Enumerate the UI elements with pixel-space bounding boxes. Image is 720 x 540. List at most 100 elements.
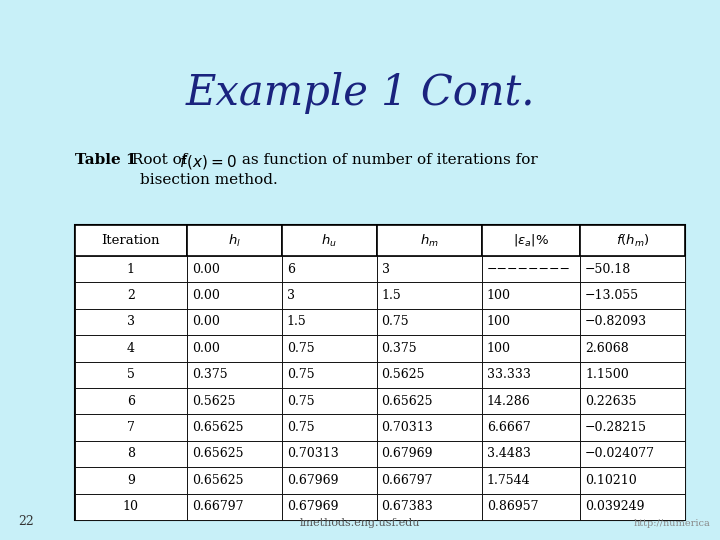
Text: 0.66797: 0.66797 [192,500,243,514]
Text: $h_l$: $h_l$ [228,232,240,248]
Bar [75,467,186,494]
Bar [75,309,186,335]
Text: 0.75: 0.75 [287,342,315,355]
Text: 1: 1 [127,262,135,276]
Bar [186,256,282,282]
Text: bisection method.: bisection method. [140,173,278,187]
Text: 0.67383: 0.67383 [382,500,433,514]
Text: 1.5: 1.5 [287,315,307,328]
Text: $h_u$: $h_u$ [321,232,337,248]
Bar [282,335,377,362]
Bar [482,414,580,441]
Text: 0.86957: 0.86957 [487,500,538,514]
Bar [377,467,482,494]
Text: 0.65625: 0.65625 [382,395,433,408]
Bar [75,494,186,520]
Bar [186,225,282,256]
Bar [580,335,685,362]
Bar [282,309,377,335]
Bar [482,388,580,414]
Text: 0.00: 0.00 [192,315,220,328]
Text: 0.66797: 0.66797 [382,474,433,487]
Text: −0.82093: −0.82093 [585,315,647,328]
Bar [282,414,377,441]
Text: −13.055: −13.055 [585,289,639,302]
Text: 6: 6 [287,262,294,276]
Bar [75,414,186,441]
Bar [186,494,282,520]
Bar [282,282,377,309]
Text: 0.67969: 0.67969 [382,448,433,461]
Text: 0.65625: 0.65625 [192,448,243,461]
Text: 0.5625: 0.5625 [382,368,425,381]
Bar [282,256,377,282]
Text: 1.5: 1.5 [382,289,401,302]
Text: $f\,(x)=0$: $f\,(x)=0$ [179,153,237,171]
Bar [482,362,580,388]
Bar [580,467,685,494]
Text: 0.00: 0.00 [192,289,220,302]
Text: $h_m$: $h_m$ [420,232,438,248]
Text: 1.1500: 1.1500 [585,368,629,381]
Text: lmethods.eng.usf.edu: lmethods.eng.usf.edu [300,518,420,528]
Bar [482,335,580,362]
Bar [75,225,186,256]
Text: 3.4483: 3.4483 [487,448,531,461]
Bar [186,414,282,441]
Bar [377,362,482,388]
Bar [482,467,580,494]
Bar [377,494,482,520]
Bar [377,414,482,441]
Text: 0.65625: 0.65625 [192,421,243,434]
Text: 9: 9 [127,474,135,487]
Bar [377,256,482,282]
Text: 100: 100 [487,315,510,328]
Bar [482,494,580,520]
Text: 3: 3 [382,262,390,276]
Bar [580,414,685,441]
Bar [377,335,482,362]
Text: 0.75: 0.75 [287,368,315,381]
Bar [282,362,377,388]
Text: −0.024077: −0.024077 [585,448,655,461]
Text: 0.70313: 0.70313 [382,421,433,434]
Bar [580,388,685,414]
Text: Iteration: Iteration [102,234,160,247]
Bar [75,388,186,414]
Text: 0.67969: 0.67969 [287,500,338,514]
Text: 0.375: 0.375 [192,368,228,381]
Text: Example 1 Cont.: Example 1 Cont. [185,72,535,114]
Text: 0.039249: 0.039249 [585,500,644,514]
Bar [580,256,685,282]
Bar [75,256,186,282]
Text: 10: 10 [123,500,139,514]
Text: 2.6068: 2.6068 [585,342,629,355]
Text: 0.00: 0.00 [192,342,220,355]
Bar [580,282,685,309]
Text: 8: 8 [127,448,135,461]
Text: −50.18: −50.18 [585,262,631,276]
Text: 5: 5 [127,368,135,381]
Bar [580,494,685,520]
Text: 0.375: 0.375 [382,342,417,355]
Text: 1.7544: 1.7544 [487,474,531,487]
Text: 0.00: 0.00 [192,262,220,276]
Bar [186,362,282,388]
Text: 6: 6 [127,395,135,408]
Text: 0.75: 0.75 [287,395,315,408]
Text: 7: 7 [127,421,135,434]
Bar [377,282,482,309]
Text: 6.6667: 6.6667 [487,421,531,434]
Bar [75,441,186,467]
Text: 100: 100 [487,289,510,302]
Bar [282,494,377,520]
Bar [482,256,580,282]
Bar [75,362,186,388]
Bar [377,441,482,467]
Bar [482,441,580,467]
Text: 14.286: 14.286 [487,395,531,408]
Text: 0.75: 0.75 [382,315,409,328]
Text: 4: 4 [127,342,135,355]
Bar [580,309,685,335]
Text: 0.22635: 0.22635 [585,395,636,408]
